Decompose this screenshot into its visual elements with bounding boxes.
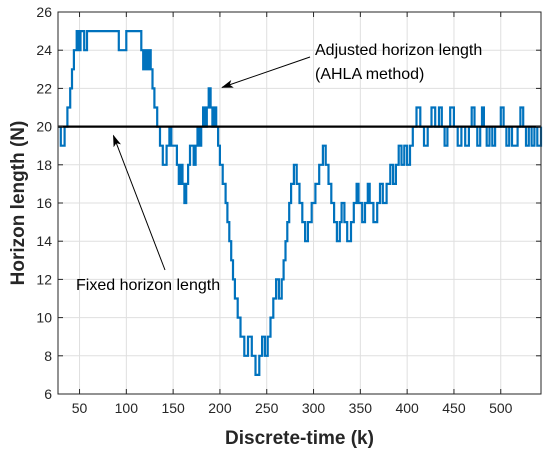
arrow-adjusted-horizon — [221, 56, 311, 88]
x-axis-label: Discrete-time (k) — [225, 428, 374, 449]
y-tick-label: 14 — [36, 233, 52, 249]
x-tick-label: 250 — [255, 400, 279, 416]
x-tick-label: 50 — [72, 400, 88, 416]
series-layer — [58, 30, 543, 376]
annotation-fixed-horizon: Fixed horizon length — [76, 277, 220, 294]
x-tick-label: 500 — [489, 400, 513, 416]
x-tick-label: 300 — [302, 400, 326, 416]
y-tick-label: 10 — [36, 310, 52, 326]
y-axis-label: Horizon length (N) — [8, 121, 29, 286]
y-tick-label: 8 — [44, 348, 52, 364]
y-tick-label: 18 — [36, 157, 52, 173]
x-tick-label: 200 — [208, 400, 232, 416]
x-tick-label: 100 — [115, 400, 139, 416]
y-tick-label: 16 — [36, 195, 52, 211]
x-tick-label: 400 — [395, 400, 419, 416]
annotation-ahla-method: (AHLA method) — [315, 66, 424, 83]
x-tick-label: 350 — [349, 400, 373, 416]
y-tick-label: 26 — [36, 4, 52, 20]
y-tick-label: 22 — [36, 80, 52, 96]
axis-ticks — [58, 11, 541, 395]
annotation-adjusted-horizon: Adjusted horizon length — [315, 42, 482, 59]
x-tick-label: 450 — [442, 400, 466, 416]
annotations: Fixed horizon length Adjusted horizon le… — [76, 42, 482, 294]
y-tick-label: 12 — [36, 271, 52, 287]
y-tick-label: 20 — [36, 119, 52, 135]
y-tick-label: 24 — [36, 42, 52, 58]
series-adjusted-horizon — [58, 30, 543, 376]
tick-labels: 50 100 150 200 250 300 350 400 450 500 6 8 10 12 14 16 1… — [36, 4, 512, 416]
arrow-fixed-horizon — [112, 134, 166, 271]
x-tick-label: 150 — [161, 400, 185, 416]
y-tick-label: 6 — [44, 386, 52, 402]
